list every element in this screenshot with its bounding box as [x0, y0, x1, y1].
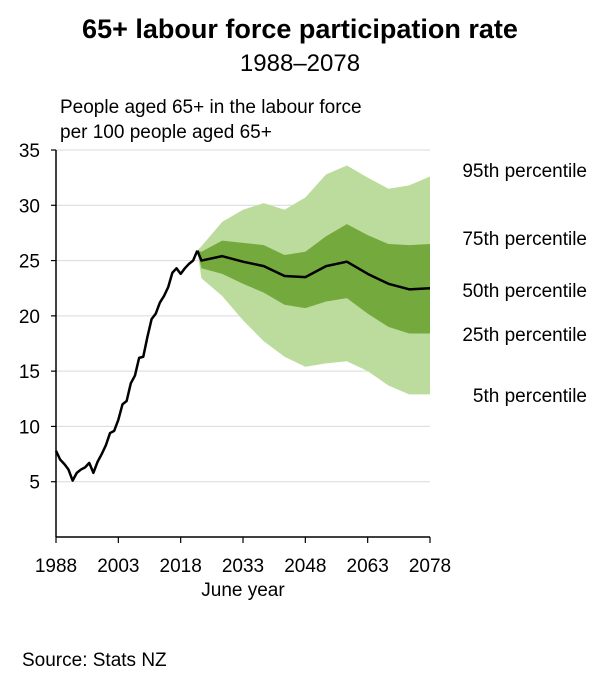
chart-title: 65+ labour force participation rate [82, 14, 518, 44]
y-tick-label-5: 5 [29, 473, 40, 494]
y-tick-label-15: 15 [19, 362, 40, 383]
y-axis-label-line1: People aged 65+ in the labour force [60, 97, 362, 118]
source-note: Source: Stats NZ [22, 650, 167, 671]
x-tick-label-2063: 2063 [347, 556, 389, 577]
band-25th-75th-percentile [197, 224, 430, 334]
y-tick-label-25: 25 [19, 252, 40, 273]
y-axis-label-line2: per 100 people aged 65+ [60, 122, 272, 143]
x-tick-label-2003: 2003 [97, 556, 139, 577]
y-tick-label-10: 10 [19, 417, 40, 438]
legend-50th-percentile: 50th percentile [462, 281, 587, 302]
chart-subtitle: 1988–2078 [239, 50, 361, 77]
y-tick-label-30: 30 [19, 196, 40, 217]
x-axis-title: June year [201, 580, 285, 601]
x-tick-label-1988: 1988 [35, 556, 77, 577]
y-tick-label-35: 35 [19, 141, 40, 162]
x-tick-label-2033: 2033 [222, 556, 264, 577]
x-tick-label-2078: 2078 [409, 556, 451, 577]
median-projection-line [196, 250, 431, 291]
legend-25th-percentile: 25th percentile [462, 325, 587, 346]
legend-95th-percentile: 95th percentile [462, 161, 587, 182]
y-tick-label-20: 20 [19, 307, 40, 328]
historical-line [54, 250, 199, 482]
legend-5th-percentile: 5th percentile [473, 386, 587, 407]
legend-75th-percentile: 75th percentile [462, 229, 587, 250]
x-tick-label-2018: 2018 [160, 556, 202, 577]
x-tick-label-2048: 2048 [284, 556, 326, 577]
